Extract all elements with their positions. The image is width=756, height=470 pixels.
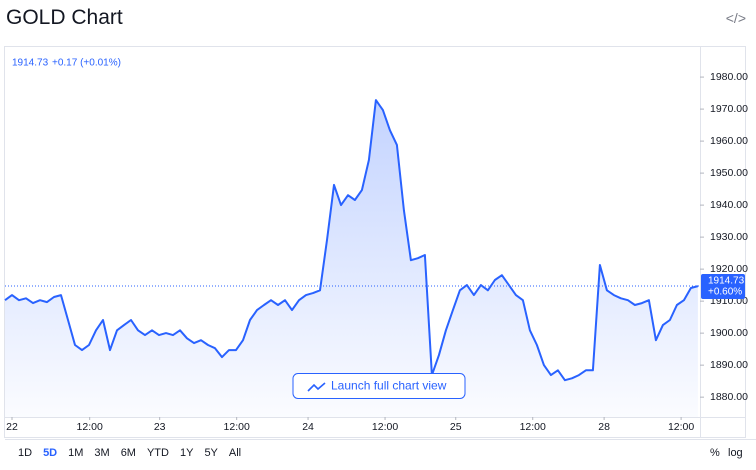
range-button[interactable]: All <box>229 447 241 459</box>
x-tick-label: 12:00 <box>372 421 398 433</box>
scale-option[interactable]: % <box>710 447 720 459</box>
x-tick-label: 12:00 <box>77 421 103 433</box>
price-line <box>4 99 699 382</box>
y-tick-label: 1880.00 <box>710 391 748 403</box>
range-button[interactable]: YTD <box>147 447 169 459</box>
range-button[interactable]: 5D <box>43 447 57 459</box>
y-tick-label: 1900.00 <box>710 327 748 339</box>
x-tick-label: 12:00 <box>520 421 546 433</box>
embed-icon[interactable]: </> <box>725 10 746 26</box>
range-button[interactable]: 1M <box>68 447 83 459</box>
legend-change: +0.17 (+0.01%) <box>52 58 121 69</box>
x-tick-label: 28 <box>598 421 610 433</box>
launch-button-bg[interactable] <box>292 373 466 399</box>
y-tick-label: 1980.00 <box>710 71 748 83</box>
y-tick-label: 1920.00 <box>710 263 748 275</box>
x-tick-label: 12:00 <box>668 421 694 433</box>
legend-price: 1914.73 <box>12 58 49 69</box>
last-price-label: 1914.73 <box>708 276 745 287</box>
last-price-tag <box>701 273 745 299</box>
x-tick-label: 23 <box>154 421 166 433</box>
launch-button[interactable]: Launch full chart view <box>331 379 447 393</box>
x-tick-label: 12:00 <box>224 421 250 433</box>
scale-option[interactable]: log <box>728 447 743 459</box>
x-tick-label: 22 <box>6 421 18 433</box>
y-tick-label: 1890.00 <box>710 359 748 371</box>
chart-frame <box>4 46 746 438</box>
y-tick-label: 1960.00 <box>710 135 748 147</box>
range-button[interactable]: 6M <box>121 447 136 459</box>
x-tick-label: 25 <box>450 421 462 433</box>
range-button[interactable]: 5Y <box>204 447 218 459</box>
x-tick-label: 24 <box>302 421 314 433</box>
area <box>5 100 698 417</box>
range-button[interactable]: 1D <box>18 447 32 459</box>
y-tick-label: 1950.00 <box>710 167 748 179</box>
page-title: GOLD Chart <box>6 6 123 29</box>
y-tick-label: 1970.00 <box>710 103 748 115</box>
y-tick-label: 1930.00 <box>710 231 748 243</box>
range-button[interactable]: 3M <box>94 447 109 459</box>
range-button[interactable]: 1Y <box>180 447 194 459</box>
last-change-label: +0.60% <box>708 287 742 298</box>
y-tick-label: 1940.00 <box>710 199 748 211</box>
launch-icon <box>307 382 326 392</box>
